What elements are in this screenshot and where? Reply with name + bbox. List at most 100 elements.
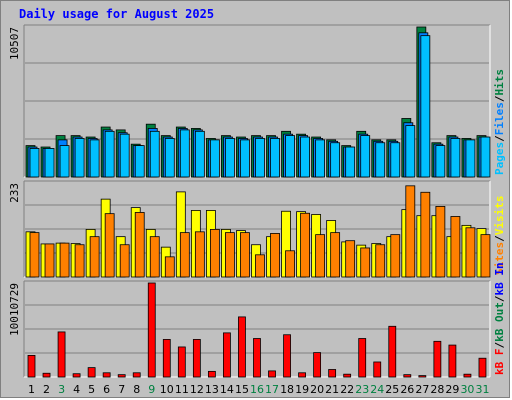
bar-pages-day-12 <box>194 130 205 178</box>
day-label-1: 1 <box>28 383 35 396</box>
bar-pages-day-1 <box>29 148 40 178</box>
bar-kb-f-day-10 <box>162 339 171 378</box>
legend: Sites/Visits <box>493 196 506 276</box>
legend-files: Files <box>493 102 506 135</box>
day-label-26: 26 <box>400 383 414 396</box>
legend-separator: / <box>493 95 506 102</box>
legend-separator: / <box>493 342 506 349</box>
day-label-27: 27 <box>415 383 429 396</box>
bar-pages-day-3 <box>59 145 70 178</box>
day-label-3: 3 <box>58 383 65 396</box>
bar-kb-f-day-12 <box>192 339 201 378</box>
bar-sites-day-4 <box>74 244 85 278</box>
bar-pages-day-19 <box>300 136 310 178</box>
legend-pages: Pages <box>493 142 506 175</box>
bar-sites-day-13 <box>209 228 220 278</box>
bar-kb-f-day-4 <box>72 373 81 378</box>
legend-visits: Visits <box>493 196 506 236</box>
day-label-9: 9 <box>148 383 155 396</box>
bar-sites-day-15 <box>240 232 250 278</box>
bar-pages-day-21 <box>330 142 341 178</box>
day-label-22: 22 <box>340 383 354 396</box>
legend-sites: Sites <box>493 242 506 275</box>
bar-kb-f-day-26 <box>403 374 412 378</box>
legend-separator: / <box>493 135 506 142</box>
bar-pages-day-26 <box>405 125 416 178</box>
bar-sites-day-27 <box>420 191 431 278</box>
bar-pages-day-5 <box>89 139 100 178</box>
day-label-30: 30 <box>460 383 474 396</box>
bar-pages-day-10 <box>164 138 175 178</box>
bar-sites-day-22 <box>345 240 356 278</box>
day-label-7: 7 <box>118 383 125 396</box>
bar-pages-day-4 <box>74 138 85 178</box>
day-label-25: 25 <box>385 383 399 396</box>
day-label-8: 8 <box>133 383 140 396</box>
bar-pages-day-25 <box>390 142 401 178</box>
bar-kb-f-day-7 <box>117 374 126 378</box>
bar-sites-day-30 <box>465 227 476 278</box>
bar-sites-day-24 <box>375 244 386 278</box>
bar-pages-day-24 <box>375 142 386 178</box>
bar-kb-f-day-28 <box>433 340 442 378</box>
bar-pages-day-8 <box>134 145 145 178</box>
bar-kb-f-day-21 <box>328 369 337 378</box>
legend-kb-f: kB F <box>493 349 506 376</box>
bar-pages-day-7 <box>119 133 130 178</box>
bar-sites-day-7 <box>119 244 130 278</box>
bar-sites-day-21 <box>330 232 341 278</box>
bar-kb-f-day-13 <box>207 370 216 378</box>
bar-pages-day-18 <box>285 135 295 178</box>
day-label-11: 11 <box>175 383 189 396</box>
bar-kb-f-day-27 <box>418 375 427 378</box>
bar-kb-f-day-9 <box>147 282 156 378</box>
day-label-4: 4 <box>73 383 80 396</box>
bar-kb-f-day-8 <box>132 372 141 378</box>
bar-pages-day-17 <box>270 138 280 178</box>
bar-kb-f-day-11 <box>177 346 186 378</box>
day-label-24: 24 <box>370 383 384 396</box>
bar-sites-day-23 <box>360 247 371 278</box>
legend-separator: / <box>493 295 506 302</box>
bar-sites-day-18 <box>285 250 295 278</box>
bar-kb-f-day-20 <box>313 352 322 378</box>
bar-pages-day-11 <box>179 129 190 178</box>
bar-kb-f-day-2 <box>42 372 51 378</box>
bar-sites-day-25 <box>390 234 401 278</box>
day-label-17: 17 <box>265 383 279 396</box>
day-label-31: 31 <box>475 383 489 396</box>
legend-kb-out: kB Out <box>493 302 506 342</box>
day-label-6: 6 <box>103 383 110 396</box>
bar-sites-day-6 <box>104 213 115 278</box>
bar-sites-day-2 <box>44 243 55 278</box>
bar-kb-f-day-22 <box>343 373 352 378</box>
page-title: Daily usage for August 2025 <box>19 7 215 21</box>
bar-kb-f-day-3 <box>57 331 66 378</box>
legend-separator: / <box>493 235 506 242</box>
day-label-19: 19 <box>295 383 309 396</box>
y-max-label: 10507 <box>8 27 21 60</box>
day-label-20: 20 <box>310 383 324 396</box>
day-label-29: 29 <box>445 383 459 396</box>
day-label-15: 15 <box>235 383 249 396</box>
bar-kb-f-day-19 <box>298 372 306 378</box>
bar-kb-f-day-30 <box>463 373 472 378</box>
bar-pages-day-22 <box>345 146 356 178</box>
bar-pages-day-27 <box>420 35 431 178</box>
day-label-23: 23 <box>355 383 369 396</box>
bar-sites-day-20 <box>315 234 326 278</box>
legend: kB F/kB Out/kB In <box>493 262 506 375</box>
bar-kb-f-day-6 <box>102 372 111 378</box>
bar-sites-day-16 <box>255 254 265 278</box>
bar-sites-day-8 <box>134 212 145 278</box>
day-label-5: 5 <box>88 383 95 396</box>
day-label-2: 2 <box>43 383 50 396</box>
bar-kb-f-day-17 <box>268 370 276 378</box>
bar-kb-f-day-25 <box>388 325 397 378</box>
bar-pages-day-9 <box>149 130 160 178</box>
y-max-label: 233 <box>8 183 21 203</box>
bar-kb-f-day-1 <box>27 355 36 378</box>
bar-pages-day-15 <box>240 139 250 178</box>
bar-sites-day-29 <box>450 216 461 278</box>
